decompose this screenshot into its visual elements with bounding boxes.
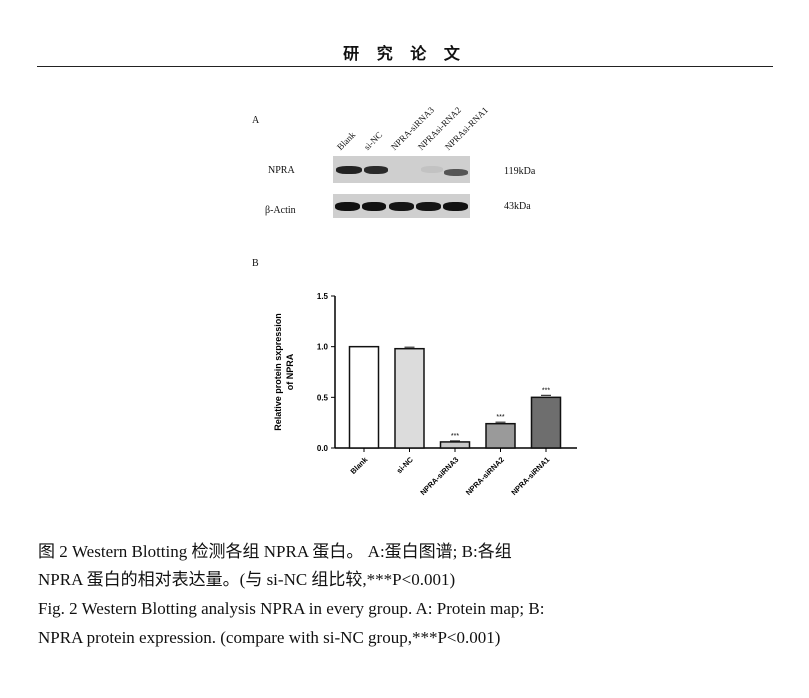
- blot-row-label: NPRA: [268, 165, 295, 176]
- caption-cn-line1: 图 2 Western Blotting 检测各组 NPRA 蛋白。 A:蛋白图…: [38, 542, 512, 561]
- npra-blot: [333, 156, 470, 183]
- bar-chart: 0.0 0.5 1.0 1.5 Blank si-NC *** NPRA-siRNA3 *** N…: [273, 292, 577, 497]
- y-tick-label: 0.0: [317, 444, 329, 453]
- panel-b-label: B: [252, 258, 259, 269]
- blot-size-label: 119kDa: [504, 166, 536, 177]
- x-tick-label: NPRA-siRNA2: [464, 455, 506, 497]
- panel-a-label: A: [252, 115, 260, 126]
- significance-label: ***: [496, 414, 504, 421]
- bar: [530, 396, 562, 449]
- y-axis-label: of NPRA: [285, 353, 295, 390]
- significance-label: ***: [542, 387, 550, 394]
- y-tick-label: 1.0: [317, 343, 329, 352]
- bar: [439, 441, 471, 449]
- y-tick-label: 1.5: [317, 292, 329, 301]
- blot-size-label: 43kDa: [504, 201, 531, 212]
- bar: [485, 422, 516, 449]
- x-tick-label: NPRA-siRNA1: [509, 455, 551, 497]
- journal-section-header: 研 究 论 文: [343, 44, 466, 63]
- header-rule: [37, 66, 773, 67]
- significance-label: ***: [451, 433, 459, 440]
- y-axis-label: Relative protein sxpression: [273, 313, 283, 431]
- y-tick-label: 0.5: [317, 393, 329, 402]
- x-tick-label: Blank: [349, 454, 370, 475]
- actin-blot: [333, 194, 470, 218]
- caption-en-line1: Fig. 2 Western Blotting analysis NPRA in…: [38, 599, 545, 618]
- x-tick-label: si-NC: [395, 455, 416, 476]
- blot-row-label: β-Actin: [265, 205, 296, 216]
- caption-cn-line2: NPRA 蛋白的相对表达量。(与 si-NC 组比较,***P<0.001): [38, 570, 456, 589]
- caption-en-line2: NPRA protein expression. (compare with s…: [38, 628, 501, 647]
- x-tick-label: NPRA-siRNA3: [418, 455, 460, 497]
- bar: [348, 345, 380, 449]
- bar: [394, 347, 425, 449]
